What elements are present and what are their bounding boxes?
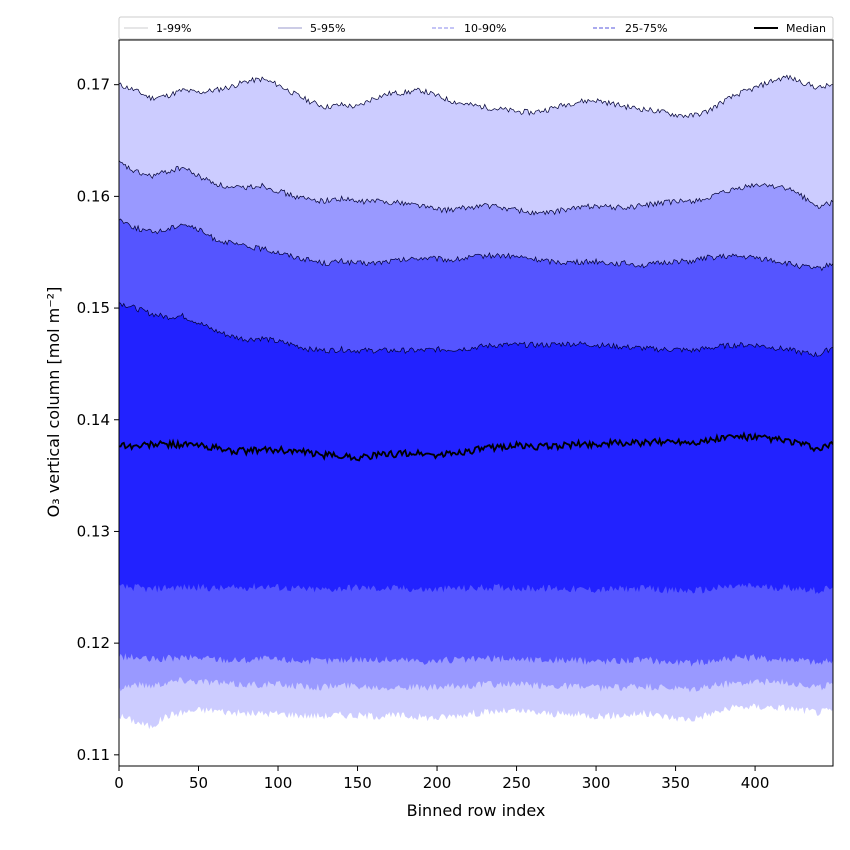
y-tick-label: 0.13 (77, 522, 110, 540)
x-tick-label: 250 (502, 774, 531, 792)
median-line (119, 431, 833, 462)
legend-label-5-95: 5-95% (310, 22, 345, 35)
y-tick-label: 0.17 (77, 76, 110, 94)
legend-box (118, 16, 834, 40)
band-25-75-fill (119, 302, 833, 594)
legend-label-1-99: 1-99% (156, 22, 191, 35)
x-tick-label: 100 (264, 774, 293, 792)
x-tick-label: 350 (661, 774, 690, 792)
axes: 0 50 100 150 200 250 300 350 400 0.11 0.12 0.13 0.14… (77, 39, 834, 792)
y-tick-label: 0.11 (77, 746, 110, 764)
x-tick-label: 400 (741, 774, 770, 792)
y-tick-label: 0.14 (77, 411, 110, 429)
band-1-99-upper-edge (119, 74, 833, 119)
legend-label-Median: Median (786, 22, 826, 35)
band-5-95-upper-edge (119, 160, 833, 216)
x-tick-label: 200 (423, 774, 452, 792)
band-10-90-upper-edge (119, 218, 833, 272)
x-tick-label: 0 (114, 774, 124, 792)
x-tick-label: 150 (343, 774, 372, 792)
x-axis-label: Binned row index (407, 801, 546, 820)
band-25-75-upper-edge (119, 302, 833, 358)
legend-label-10-90: 10-90% (464, 22, 506, 35)
x-tick-label: 300 (582, 774, 611, 792)
axes-frame (118, 39, 834, 767)
x-tick-label: 50 (189, 774, 208, 792)
y-tick-label: 0.12 (77, 634, 110, 652)
y-axis-label: O₃ vertical column [mol m⁻²] (44, 287, 63, 518)
legend: 1-99% 5-95% 10-90% 25-75% Median (118, 16, 834, 40)
legend-label-25-75: 25-75% (625, 22, 667, 35)
plot-area (119, 74, 833, 730)
y-tick-label: 0.15 (77, 299, 110, 317)
y-tick-label: 0.16 (77, 187, 110, 205)
